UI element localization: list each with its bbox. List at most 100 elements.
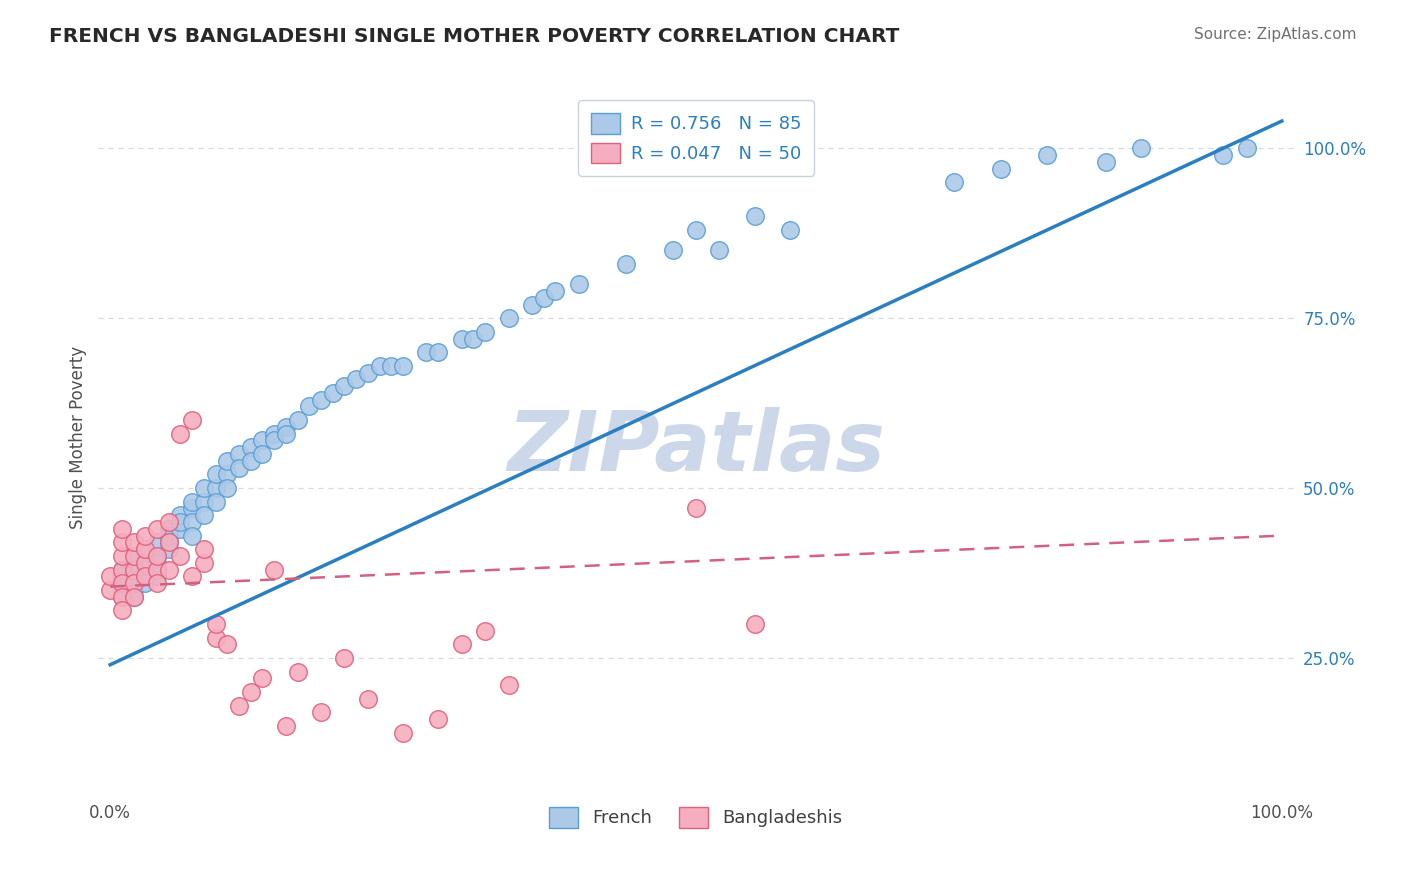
Point xyxy=(322,385,344,400)
Point xyxy=(228,698,250,713)
Point xyxy=(357,366,380,380)
Point xyxy=(287,665,309,679)
Point xyxy=(344,372,367,386)
Point xyxy=(204,631,226,645)
Point xyxy=(333,379,356,393)
Point xyxy=(122,590,145,604)
Point xyxy=(193,508,215,523)
Point xyxy=(111,569,134,583)
Point xyxy=(181,528,204,542)
Point xyxy=(380,359,402,373)
Point xyxy=(204,481,226,495)
Point xyxy=(122,549,145,563)
Point xyxy=(309,392,332,407)
Point xyxy=(661,243,683,257)
Point xyxy=(392,359,415,373)
Point xyxy=(122,563,145,577)
Point xyxy=(134,556,156,570)
Point xyxy=(111,576,134,591)
Point xyxy=(181,515,204,529)
Point xyxy=(134,556,156,570)
Point xyxy=(134,569,156,583)
Point xyxy=(169,522,191,536)
Point xyxy=(204,467,226,482)
Point xyxy=(1236,141,1258,155)
Point xyxy=(990,161,1012,176)
Point xyxy=(134,528,156,542)
Point xyxy=(217,467,239,482)
Point xyxy=(134,576,156,591)
Point xyxy=(228,447,250,461)
Point xyxy=(685,501,707,516)
Point xyxy=(146,563,169,577)
Legend: French, Bangladeshis: French, Bangladeshis xyxy=(541,799,851,835)
Point xyxy=(415,345,437,359)
Point xyxy=(169,426,191,441)
Point xyxy=(181,569,204,583)
Text: ZIPatlas: ZIPatlas xyxy=(508,408,884,488)
Point xyxy=(193,494,215,508)
Point xyxy=(252,434,274,448)
Point xyxy=(333,651,356,665)
Point xyxy=(181,413,204,427)
Point xyxy=(111,549,134,563)
Point xyxy=(122,582,145,597)
Point xyxy=(98,569,121,583)
Point xyxy=(111,535,134,549)
Point xyxy=(157,515,180,529)
Point xyxy=(685,223,707,237)
Point xyxy=(568,277,591,292)
Point xyxy=(157,563,180,577)
Point xyxy=(146,556,169,570)
Point xyxy=(614,257,637,271)
Point xyxy=(111,576,134,591)
Point xyxy=(252,671,274,685)
Point xyxy=(1036,148,1059,162)
Point xyxy=(274,420,297,434)
Point xyxy=(239,454,262,468)
Point xyxy=(1095,154,1118,169)
Point xyxy=(533,291,555,305)
Point xyxy=(498,311,520,326)
Point xyxy=(181,494,204,508)
Point xyxy=(134,569,156,583)
Point xyxy=(744,209,766,223)
Point xyxy=(263,426,285,441)
Point xyxy=(111,522,134,536)
Point xyxy=(450,637,472,651)
Point xyxy=(122,549,145,563)
Point xyxy=(122,556,145,570)
Point xyxy=(146,563,169,577)
Point xyxy=(111,563,134,577)
Point xyxy=(204,494,226,508)
Point xyxy=(146,549,169,563)
Point xyxy=(204,617,226,632)
Point xyxy=(111,603,134,617)
Point xyxy=(544,284,567,298)
Point xyxy=(98,582,121,597)
Point xyxy=(474,624,496,638)
Point xyxy=(157,542,180,557)
Point xyxy=(263,434,285,448)
Point xyxy=(169,515,191,529)
Point xyxy=(122,535,145,549)
Point xyxy=(474,325,496,339)
Point xyxy=(463,332,485,346)
Y-axis label: Single Mother Poverty: Single Mother Poverty xyxy=(69,345,87,529)
Point xyxy=(217,481,239,495)
Point xyxy=(157,522,180,536)
Point xyxy=(111,582,134,597)
Point xyxy=(122,590,145,604)
Point xyxy=(193,481,215,495)
Point xyxy=(779,223,801,237)
Point xyxy=(239,685,262,699)
Point xyxy=(122,569,145,583)
Point xyxy=(111,590,134,604)
Point xyxy=(498,678,520,692)
Point xyxy=(298,400,321,414)
Point xyxy=(252,447,274,461)
Point xyxy=(146,535,169,549)
Point xyxy=(111,563,134,577)
Point xyxy=(942,175,965,189)
Point xyxy=(157,535,180,549)
